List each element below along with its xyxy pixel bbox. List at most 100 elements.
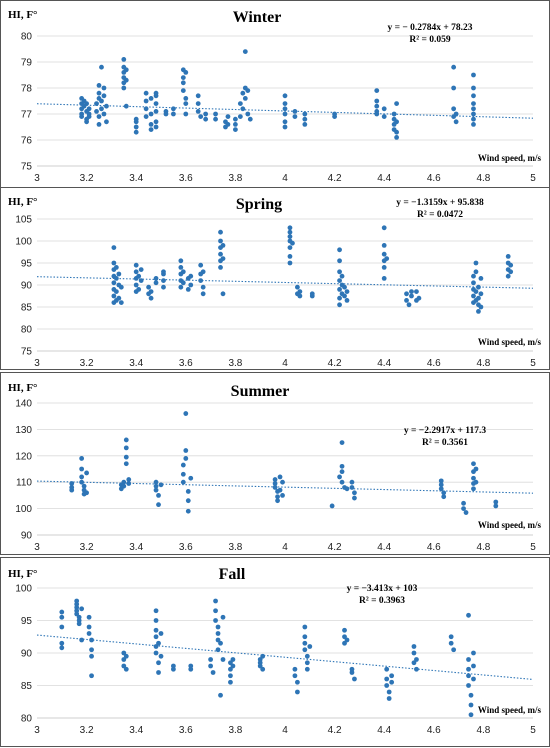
data-point — [153, 650, 159, 656]
data-point — [59, 640, 65, 646]
x-axis-label: Wind speed, m/s — [478, 520, 542, 530]
x-tick-label: 4 — [282, 173, 288, 184]
data-point — [453, 111, 459, 117]
data-point — [89, 653, 94, 659]
data-point — [245, 111, 251, 117]
data-point — [111, 293, 117, 299]
y-tick-label: 78 — [21, 84, 33, 95]
gridlines — [37, 218, 533, 352]
data-point — [185, 508, 191, 514]
data-point — [233, 116, 238, 122]
data-point — [342, 284, 347, 290]
data-point — [86, 624, 92, 630]
y-tick-label: 90 — [21, 531, 33, 542]
data-point — [282, 93, 288, 99]
data-point — [233, 127, 238, 132]
data-point — [505, 254, 511, 259]
data-point — [76, 621, 82, 627]
x-tick-label: 3.4 — [129, 173, 143, 184]
data-point — [79, 456, 85, 461]
data-point — [493, 499, 499, 505]
data-point — [188, 282, 194, 288]
data-point — [287, 254, 293, 259]
data-point — [198, 114, 204, 119]
x-tick-label: 4.6 — [427, 173, 441, 184]
data-point — [148, 111, 154, 117]
x-tick-label: 4.6 — [427, 358, 441, 369]
data-point — [123, 67, 129, 73]
data-point — [210, 670, 216, 675]
data-point — [89, 637, 94, 643]
data-point — [394, 119, 399, 125]
data-point — [473, 289, 479, 294]
data-point — [180, 471, 186, 477]
data-point — [471, 663, 476, 669]
y-tick-label: 100 — [15, 504, 32, 515]
gridlines — [37, 35, 533, 167]
data-point — [178, 265, 184, 270]
data-point — [74, 611, 80, 617]
data-point — [101, 85, 107, 91]
data-point — [414, 657, 419, 662]
data-point — [104, 119, 109, 125]
data-point — [451, 85, 457, 91]
data-point — [118, 284, 124, 290]
data-point — [386, 696, 392, 701]
x-tick-label: 5 — [530, 542, 536, 553]
data-point — [471, 85, 476, 91]
data-point — [461, 500, 466, 506]
data-point — [476, 284, 481, 290]
x-tick-label: 3 — [34, 173, 40, 184]
r-squared: R² = 0.3561 — [422, 438, 468, 448]
data-point — [218, 238, 223, 244]
data-point — [337, 258, 342, 264]
y-tick-label: 120 — [15, 451, 32, 462]
data-point — [302, 122, 308, 127]
data-point — [342, 293, 347, 299]
data-point — [228, 679, 233, 685]
data-point — [287, 229, 293, 235]
data-point — [471, 116, 476, 122]
data-point — [180, 269, 186, 275]
data-point — [508, 269, 514, 275]
data-point — [200, 291, 206, 297]
data-point — [79, 474, 85, 480]
data-points — [79, 49, 476, 140]
data-point — [220, 291, 226, 297]
data-point — [295, 284, 300, 290]
data-point — [208, 663, 214, 669]
x-tick-label: 3 — [34, 358, 40, 369]
data-point — [99, 64, 104, 70]
data-point — [411, 660, 417, 666]
data-point — [230, 657, 236, 662]
data-point — [461, 506, 466, 511]
data-point — [200, 269, 206, 275]
data-point — [389, 673, 395, 679]
data-point — [161, 278, 166, 283]
y-tick-label: 80 — [21, 714, 33, 725]
x-tick-label: 3.8 — [228, 725, 242, 736]
data-point — [342, 640, 347, 646]
data-point — [121, 57, 127, 62]
x-tick-label: 3.2 — [80, 542, 94, 553]
data-point — [260, 653, 266, 659]
data-point — [121, 483, 127, 489]
y-tick-label: 95 — [21, 259, 33, 270]
y-tick-label: 76 — [21, 136, 33, 147]
y-tick-label: 85 — [21, 681, 33, 692]
data-point — [215, 647, 221, 653]
data-point — [180, 75, 186, 80]
data-point — [471, 111, 476, 117]
data-point — [171, 111, 176, 117]
data-point — [156, 493, 161, 498]
data-point — [133, 269, 139, 275]
data-point — [136, 273, 142, 279]
data-point — [183, 96, 189, 101]
x-tick-label: 3.4 — [129, 725, 143, 736]
data-point — [228, 660, 233, 666]
data-point — [344, 637, 350, 643]
data-point — [463, 510, 469, 515]
tick-labels: 90 100 110 120 130 140 3 3.2 3.4 3.6 3.8 4 4.2 4.4 4.6… — [15, 399, 536, 554]
data-point — [384, 256, 390, 261]
